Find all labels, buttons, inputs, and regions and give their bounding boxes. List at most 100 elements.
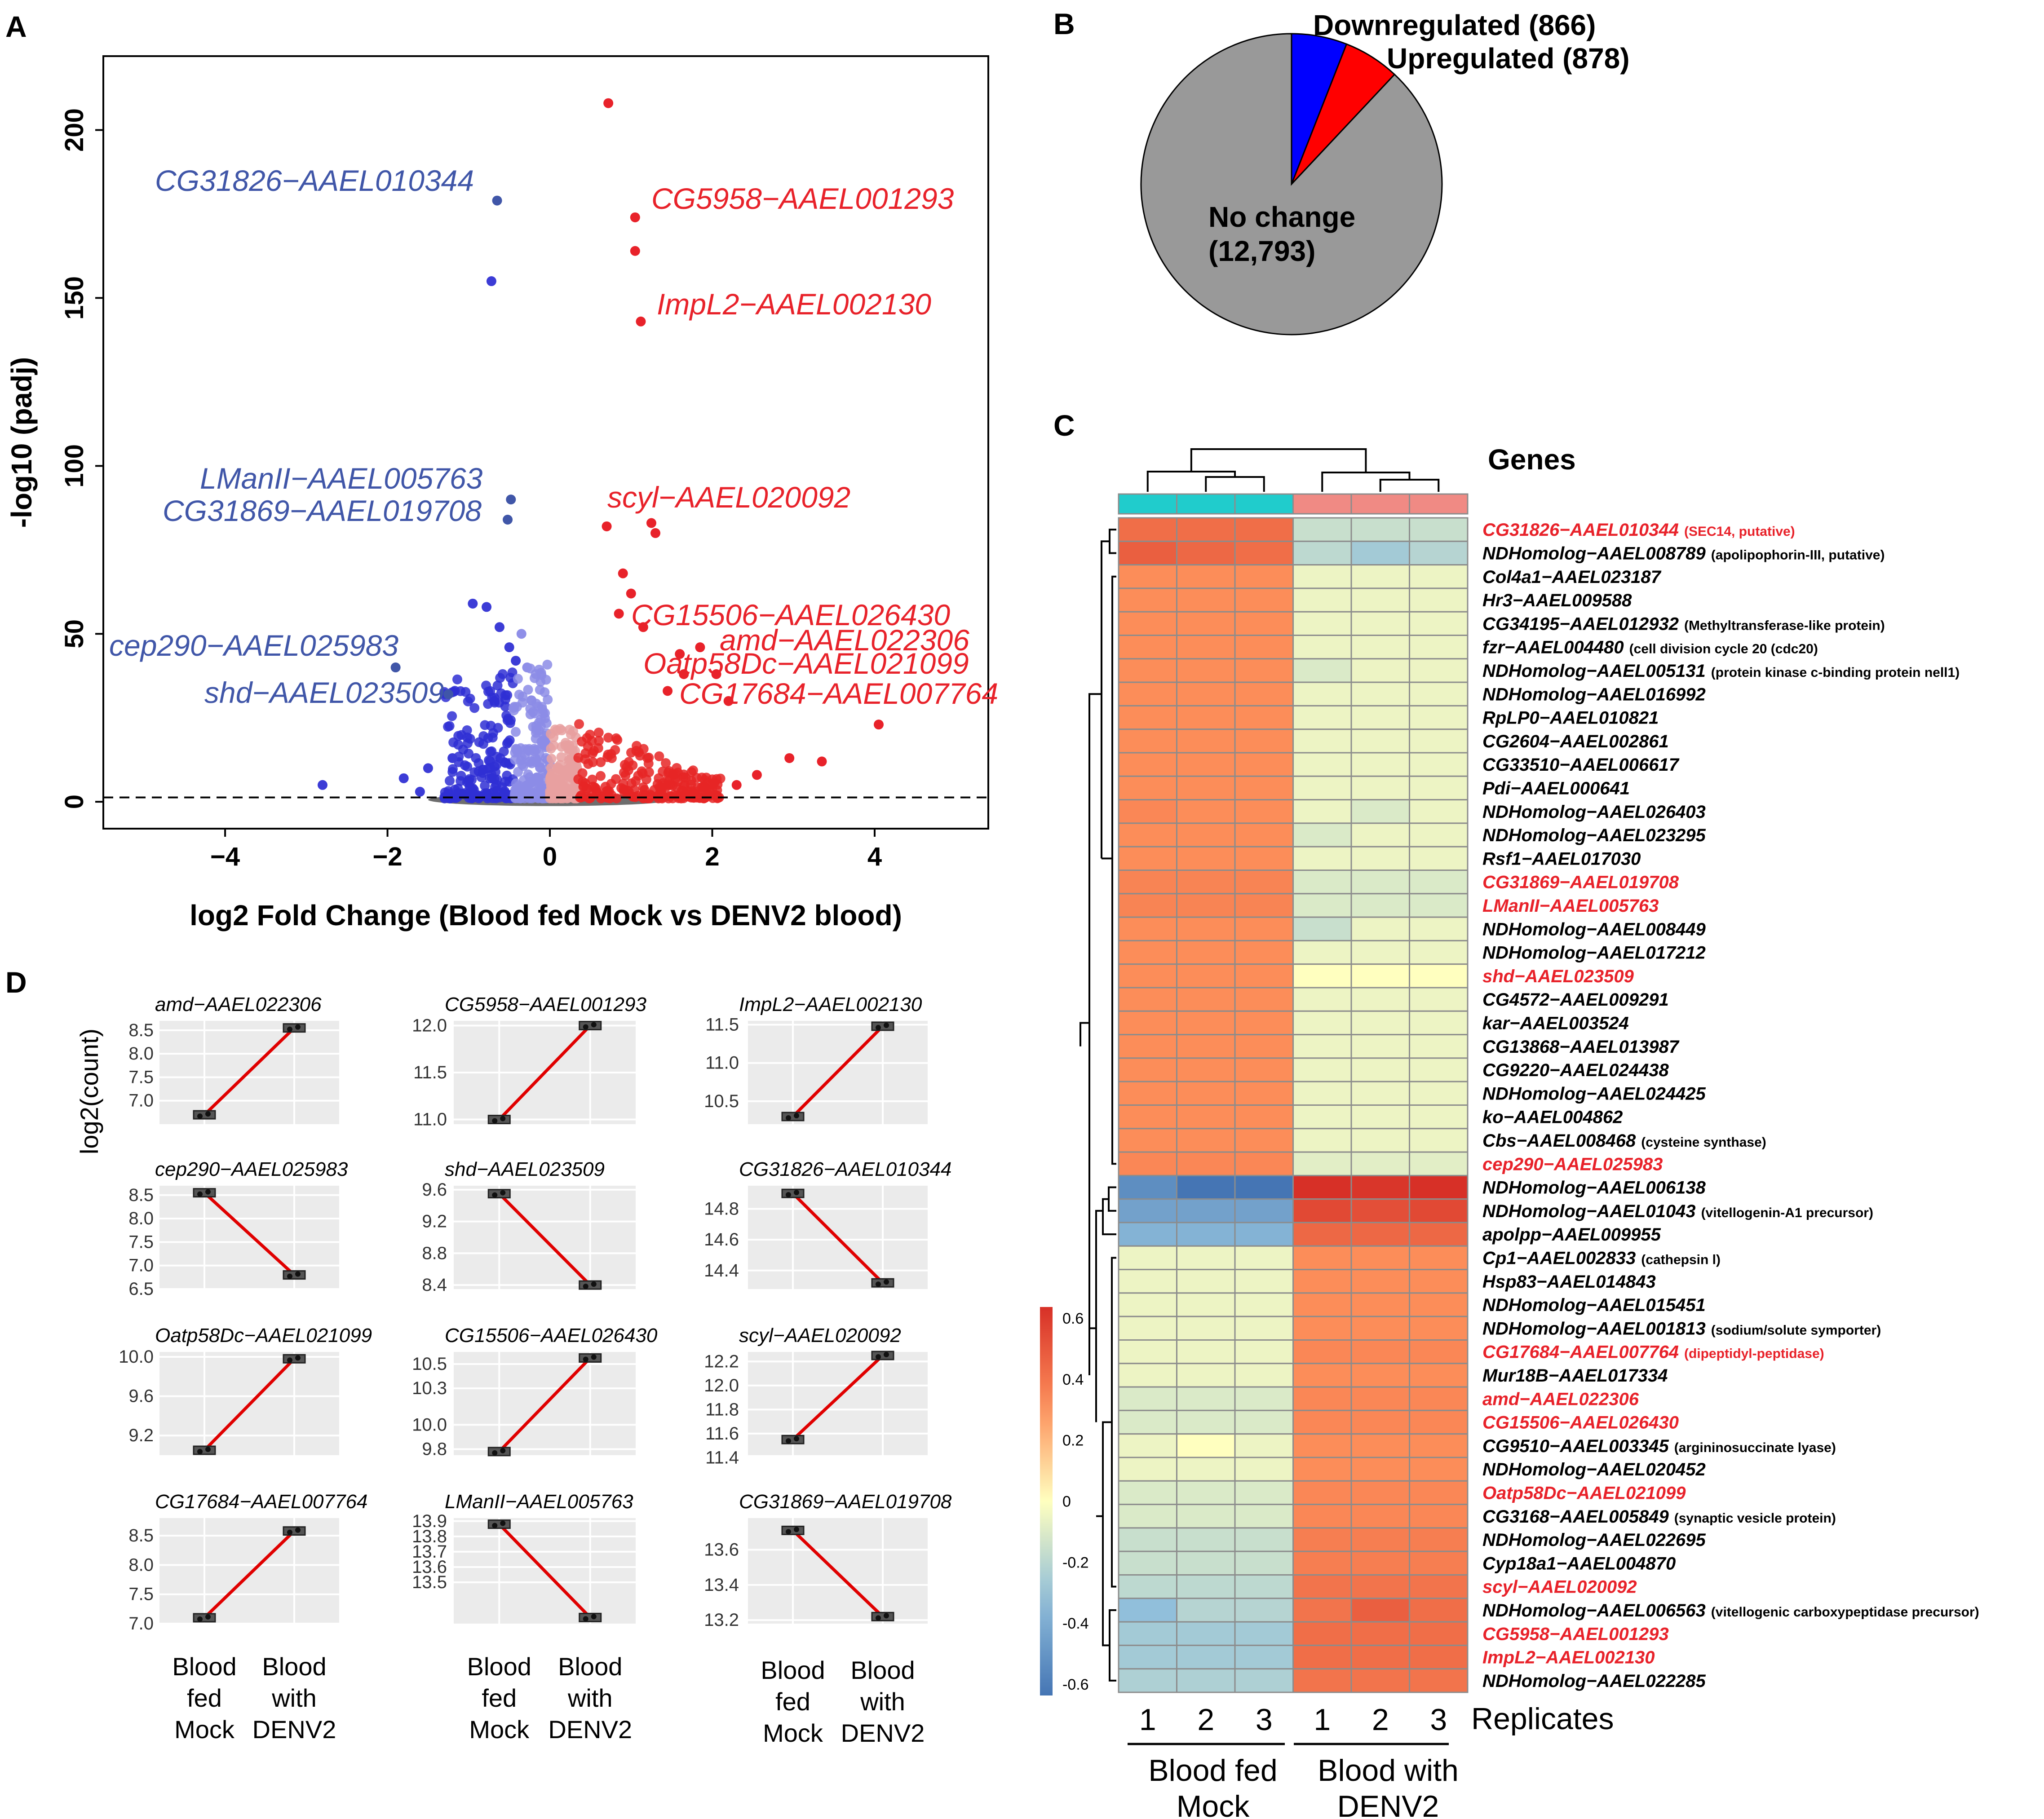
heatmap-row-label: CG31826−AAEL010344 (SEC14, putative)	[1482, 520, 1795, 540]
count-box	[487, 1115, 511, 1125]
heatmap-cell	[1118, 799, 1177, 824]
subplot-y-tick: 11.5	[705, 1015, 739, 1035]
heatmap-cell	[1176, 1550, 1236, 1576]
count-trend-line	[203, 1357, 296, 1452]
replicate-number: 2	[1197, 1703, 1214, 1737]
volcano-plot: −4 −2 0 2 4 0 50 100 150 200 CG31826−AAEL010344 L…	[5, 55, 998, 932]
volcano-point	[500, 777, 510, 787]
heatmap-cell	[1292, 1222, 1352, 1247]
heatmap-cell	[1176, 1010, 1236, 1036]
heatmap-cell	[1234, 1245, 1294, 1271]
heatmap-row-label: NDHomolog−AAEL020452	[1482, 1460, 1706, 1479]
volcano-point	[447, 753, 458, 763]
heatmap-cell	[1292, 1081, 1352, 1106]
heatmap-cell	[1350, 1480, 1410, 1506]
heatmap-row-label: ImpL2−AAEL002130	[1482, 1648, 1655, 1668]
volcano-point	[463, 696, 473, 706]
subplot-title: scyl−AAEL020092	[739, 1325, 901, 1347]
subplot-title: amd−AAEL022306	[155, 993, 322, 1015]
volcano-point	[618, 568, 628, 578]
volcano-point	[689, 789, 699, 799]
heatmap-cell	[1234, 1668, 1294, 1693]
heatmap-cell	[1350, 1198, 1410, 1223]
heatmap-cell	[1409, 635, 1469, 660]
volcano-gene-label: CG31869−AAEL019708	[163, 494, 482, 527]
volcano-point	[556, 768, 566, 779]
heatmap-cell	[1234, 870, 1294, 895]
heatmap-cell	[1409, 1433, 1469, 1458]
heatmap-cell	[1350, 1128, 1410, 1153]
heatmap-cell	[1176, 1668, 1236, 1693]
heatmap-cell	[1350, 893, 1410, 918]
y-tick-label: 50	[60, 619, 89, 649]
heatmap-cell	[1118, 1574, 1177, 1599]
volcano-gene-labels: CG31826−AAEL010344 LManII−AAEL005763CG318…	[109, 164, 998, 710]
count-point	[794, 1527, 799, 1532]
heatmap-row-label: NDHomolog−AAEL006138	[1482, 1178, 1706, 1198]
volcano-point	[511, 656, 521, 666]
heatmap-cell	[1292, 1245, 1352, 1271]
subplot-y-tick: 9.6	[422, 1180, 447, 1200]
heatmap-cell	[1409, 1550, 1469, 1576]
volcano-point	[485, 756, 495, 766]
heatmap-row-label: NDHomolog−AAEL008789 (apolipophorin-III, …	[1482, 543, 1885, 563]
volcano-point	[549, 732, 559, 742]
count-box	[871, 1021, 894, 1031]
volcano-point	[557, 725, 567, 736]
volcano-point	[580, 748, 591, 759]
count-point	[492, 1450, 498, 1456]
gene-name: apolpp−AAEL009955	[1482, 1225, 1661, 1245]
subplot-y-tick: 8.5	[128, 1526, 154, 1545]
heatmap-cell	[1118, 1550, 1177, 1576]
volcano-point	[568, 726, 578, 737]
count-point	[205, 1111, 211, 1117]
heatmap-cell	[1234, 799, 1294, 824]
heatmap-cell	[1234, 1316, 1294, 1341]
heatmap-cell	[1234, 1480, 1294, 1506]
heatmap-row-label: NDHomolog−AAEL008449	[1482, 919, 1706, 939]
heatmap-cell	[1292, 870, 1352, 895]
heatmap-cell	[1350, 940, 1410, 965]
volcano-point	[699, 793, 709, 804]
count-trend-line	[792, 1025, 884, 1118]
heatmap-cell	[1118, 963, 1177, 989]
heatmap-cell	[1176, 587, 1236, 613]
subplot-y-tick: 11.6	[705, 1424, 739, 1444]
count-x-label: fed	[187, 1684, 222, 1712]
heatmap-cell	[1176, 517, 1236, 542]
volcano-point	[514, 689, 524, 700]
heatmap-cell	[1350, 916, 1410, 941]
y-tick-label: 100	[60, 444, 89, 488]
panel-label-b: B	[1053, 7, 1075, 40]
heatmap-cell	[1234, 1292, 1294, 1317]
count-point	[295, 1271, 301, 1277]
volcano-point	[482, 602, 492, 612]
dendrogram-branch	[1088, 693, 1102, 1375]
y-tick-label: 200	[60, 108, 89, 152]
gene-annotation: (apolipophorin-III, putative)	[1711, 547, 1885, 562]
count-subplot: 13.6 13.4 13.2 CG31869−AAEL019708	[704, 1491, 952, 1630]
heatmap-row-label: NDHomolog−AAEL015451	[1482, 1295, 1706, 1315]
volcano-point	[398, 773, 409, 783]
heatmap-cell	[1118, 822, 1177, 848]
heatmap-cell	[1409, 1504, 1469, 1529]
subplot-y-tick: 13.4	[704, 1575, 739, 1595]
heatmap-row-label: CG2604−AAEL002861	[1482, 732, 1669, 751]
group-annotation-bar	[1118, 493, 1469, 515]
count-point	[287, 1529, 292, 1535]
count-point	[786, 1438, 791, 1444]
volcano-point	[548, 777, 558, 787]
volcano-point	[602, 521, 612, 531]
count-point	[884, 1352, 889, 1358]
heatmap-cell	[1292, 1409, 1352, 1435]
heatmap-cell	[1176, 752, 1236, 777]
heatmap-cell	[1234, 1198, 1294, 1223]
subplot-y-tick: 13.6	[412, 1557, 447, 1577]
count-box	[871, 1278, 894, 1288]
count-point	[876, 1354, 881, 1360]
count-trend-line	[792, 1529, 884, 1618]
volcano-gene-label: shd−AAEL023509	[204, 676, 444, 709]
heatmap-cell	[1292, 940, 1352, 965]
volcano-point	[492, 680, 503, 691]
subplot-title: Oatp58Dc−AAEL021099	[155, 1325, 372, 1347]
